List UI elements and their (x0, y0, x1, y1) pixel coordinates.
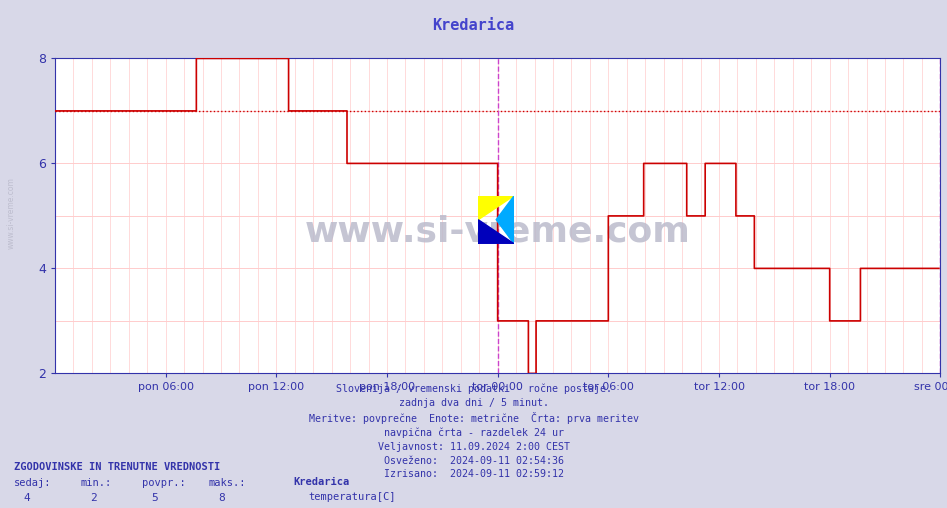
Text: www.si-vreme.com: www.si-vreme.com (7, 177, 16, 249)
Text: ZGODOVINSKE IN TRENUTNE VREDNOSTI: ZGODOVINSKE IN TRENUTNE VREDNOSTI (14, 462, 221, 472)
Text: maks.:: maks.: (208, 478, 246, 488)
Text: 8: 8 (218, 493, 224, 503)
Text: temperatura[C]: temperatura[C] (309, 492, 396, 502)
Polygon shape (496, 196, 514, 244)
Polygon shape (478, 219, 514, 244)
Text: 2: 2 (90, 493, 97, 503)
Text: povpr.:: povpr.: (142, 478, 186, 488)
Text: Kredarica: Kredarica (294, 477, 349, 487)
Polygon shape (478, 196, 514, 219)
Text: sedaj:: sedaj: (14, 478, 52, 488)
Text: min.:: min.: (80, 478, 112, 488)
Text: www.si-vreme.com: www.si-vreme.com (305, 215, 690, 248)
Text: Kredarica: Kredarica (433, 18, 514, 33)
Text: 5: 5 (152, 493, 158, 503)
Text: Slovenija / vremenski podatki - ročne postaje.
zadnja dva dni / 5 minut.
Meritve: Slovenija / vremenski podatki - ročne po… (309, 384, 638, 479)
Text: 4: 4 (24, 493, 30, 503)
